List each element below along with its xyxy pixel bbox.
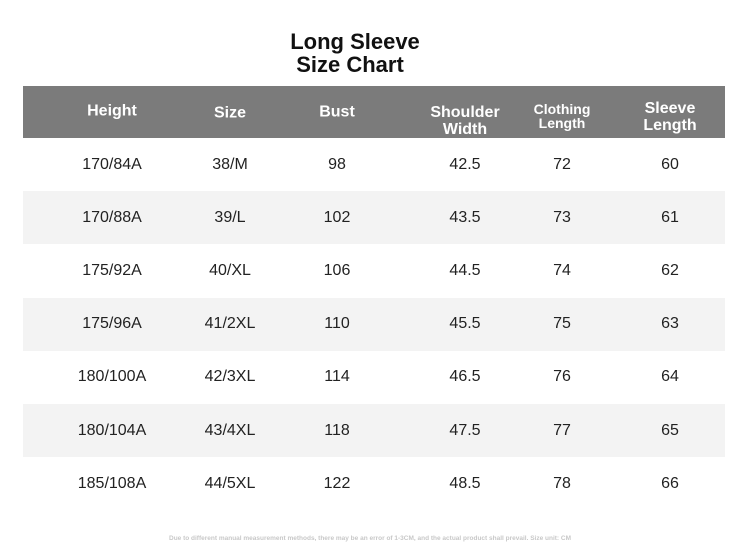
table-cell: 66: [661, 474, 679, 492]
table-cell: 180/104A: [77, 421, 147, 439]
header-cell: Height: [87, 103, 137, 120]
header-cell: Sleeve Length: [643, 100, 696, 134]
header-band: [23, 86, 725, 138]
table-cell: 44.5: [449, 262, 481, 279]
table-cell: 43.5: [449, 208, 481, 226]
table-cell: 40/XL: [209, 262, 251, 279]
table-cell: 45.5: [449, 315, 481, 333]
table-cell: 72: [553, 155, 571, 173]
table-cell: 46.5: [449, 368, 481, 386]
table-cell: 118: [324, 421, 350, 439]
table-cell: 73: [553, 208, 571, 226]
table-cell: 175/96A: [82, 315, 142, 333]
row-band: [23, 404, 725, 458]
table-cell: 60: [661, 155, 679, 173]
footnote: Due to different manual measurement meth…: [169, 535, 571, 542]
title-line: Size Chart: [296, 52, 404, 77]
header-text: Clothing: [533, 101, 591, 117]
table-cell: 106: [323, 262, 351, 279]
table-cell: 47.5: [449, 421, 481, 439]
table-cell: 76: [553, 368, 571, 386]
table-cell: 75: [553, 315, 571, 333]
table-cell: 98: [328, 155, 346, 173]
header-text: Bust: [319, 103, 355, 121]
table-cell: 61: [661, 208, 679, 226]
header-cell: Shoulder Width: [430, 104, 499, 138]
table-cell: 74: [553, 262, 571, 279]
table-cell: 122: [323, 474, 351, 492]
header-cell: Bust: [319, 104, 355, 121]
table-cell: 114: [324, 368, 350, 386]
table-cell: 170/88A: [82, 208, 142, 226]
header-cell: Clothing Length: [534, 102, 591, 130]
header-text: Shoulder: [430, 104, 500, 121]
table-cell: 175/92A: [82, 262, 142, 279]
table-cell: 38/M: [212, 155, 248, 173]
table-cell: 62: [661, 262, 679, 279]
table-cell: 63: [661, 315, 679, 333]
title-line: Long Sleeve: [290, 29, 420, 54]
table-cell: 42.5: [449, 155, 481, 173]
header-text: Width: [442, 121, 488, 138]
table-cell: 180/100A: [77, 368, 147, 386]
table-cell: 48.5: [449, 474, 481, 492]
header-text: Length: [643, 117, 697, 134]
table-cell: 65: [661, 421, 679, 439]
table-cell: 44/5XL: [204, 474, 256, 492]
table-cell: 64: [661, 368, 679, 386]
header-text: Size: [213, 104, 247, 122]
header-cell: Size: [214, 105, 246, 122]
table-cell: 78: [553, 474, 571, 492]
table-cell: 43/4XL: [204, 421, 256, 439]
table-cell: 41/2XL: [204, 315, 256, 333]
table-cell: 42/3XL: [204, 368, 256, 386]
table-cell: 185/108A: [77, 474, 147, 492]
row-band: [23, 297, 725, 351]
header-text: Height: [87, 102, 137, 120]
table-cell: 39/L: [214, 208, 246, 226]
header-text: Length: [538, 115, 586, 131]
table-cell: 170/84A: [82, 155, 142, 173]
row-band: [23, 191, 725, 245]
header-text: Sleeve: [644, 100, 696, 117]
table-cell: 77: [553, 421, 571, 439]
table-cell: 102: [323, 208, 351, 226]
table-cell: 110: [324, 315, 350, 333]
